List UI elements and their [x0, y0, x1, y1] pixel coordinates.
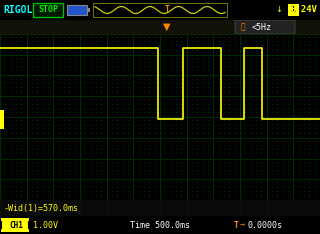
Bar [33, 3, 63, 17]
Text: 0.0000s: 0.0000s [248, 220, 283, 230]
Bar [93, 3, 227, 17]
Text: 1.00V: 1.00V [33, 220, 58, 230]
Text: STOP: STOP [38, 6, 58, 15]
Text: CH1: CH1 [9, 220, 23, 230]
FancyBboxPatch shape [235, 20, 295, 34]
Text: ⓘ: ⓘ [241, 22, 246, 32]
Text: T: T [164, 6, 170, 15]
Bar [1, 218, 29, 232]
Bar [288, 4, 299, 16]
Text: RIGOL: RIGOL [3, 5, 32, 15]
Text: T: T [234, 220, 239, 230]
Bar [67, 5, 87, 15]
Text: 3.24V: 3.24V [290, 6, 317, 15]
Bar [87, 8, 90, 12]
Text: 1: 1 [291, 6, 295, 15]
Text: →: → [240, 220, 245, 230]
Text: ▼: ▼ [163, 22, 171, 32]
Text: <5Hz: <5Hz [252, 22, 272, 32]
Text: ↓: ↓ [276, 6, 283, 15]
Text: -Wid(1)=570.0ms: -Wid(1)=570.0ms [4, 204, 79, 212]
Text: Time 500.0ms: Time 500.0ms [130, 220, 190, 230]
